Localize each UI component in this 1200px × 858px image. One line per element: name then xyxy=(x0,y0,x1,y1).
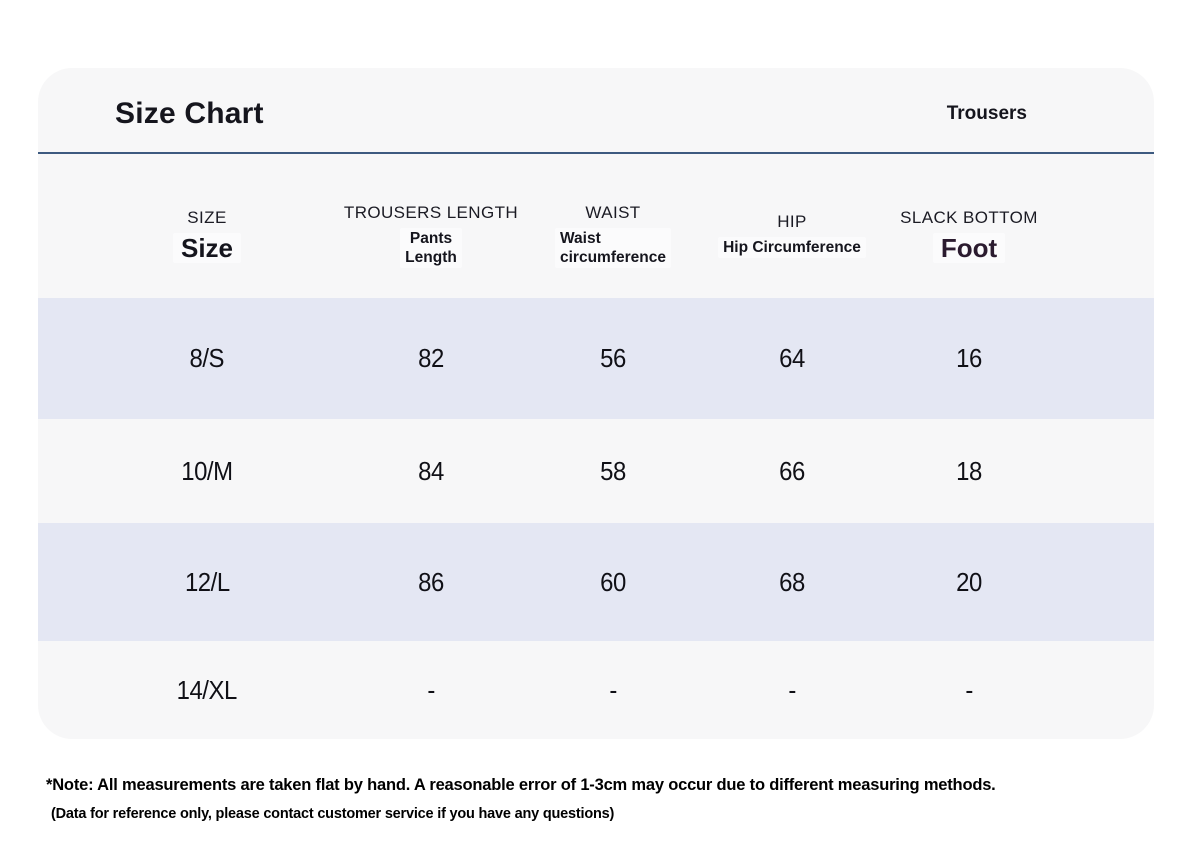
slack-bottom-value: - xyxy=(965,674,973,705)
hip-value: 66 xyxy=(779,455,805,486)
sublabel-line-1: Pants xyxy=(409,229,453,247)
trousers-length-value: 86 xyxy=(418,566,444,597)
slack-bottom-cell: 18 xyxy=(881,419,1154,523)
title-highlight-box xyxy=(283,103,355,133)
waist-value: 56 xyxy=(600,343,626,373)
waist-cell: - xyxy=(523,641,703,739)
column-header-waist: WAIST Waist circumference xyxy=(523,172,703,298)
column-label-trousers-length: TROUSERS LENGTH xyxy=(343,202,519,222)
product-type-label: Trousers xyxy=(946,103,1027,124)
trousers-length-value: - xyxy=(427,674,435,705)
size-cell: 8/S xyxy=(38,298,319,419)
header-divider xyxy=(38,152,1154,154)
hip-cell: - xyxy=(703,641,881,739)
page-title: Size Chart xyxy=(115,97,355,133)
table-row: 10/M 84 58 66 18 xyxy=(38,419,1154,523)
slack-bottom-cell: 20 xyxy=(881,523,1154,641)
hip-value: 68 xyxy=(779,566,805,597)
size-value: 10/M xyxy=(181,455,233,486)
size-cell: 10/M xyxy=(38,419,319,523)
size-cell: 14/XL xyxy=(38,641,319,739)
trousers-length-cell: 84 xyxy=(319,419,523,523)
table-row: 12/L 86 60 68 20 xyxy=(38,523,1154,641)
column-sublabel-size: Size xyxy=(172,232,242,263)
hip-cell: 68 xyxy=(703,523,881,641)
column-sublabel-slack-bottom: Foot xyxy=(932,232,1006,263)
column-label-slack-bottom: SLACK BOTTOM xyxy=(900,207,1038,227)
waist-cell: 56 xyxy=(523,298,703,419)
waist-cell: 60 xyxy=(523,523,703,641)
card-header: Size Chart Trousers xyxy=(38,68,1154,152)
size-chart-card: Size Chart Trousers SIZE Size TROUSERS L… xyxy=(38,68,1154,739)
slack-bottom-cell: 16 xyxy=(881,298,1154,419)
slack-bottom-cell: - xyxy=(881,641,1154,739)
hip-cell: 64 xyxy=(703,298,881,419)
slack-bottom-value: 16 xyxy=(956,343,982,373)
table-row: 14/XL - - - - xyxy=(38,641,1154,739)
page-title-text: Size Chart xyxy=(115,97,264,130)
column-header-trousers-length: TROUSERS LENGTH Pants Length xyxy=(319,172,523,298)
trousers-length-cell: 86 xyxy=(319,523,523,641)
slack-bottom-value: 18 xyxy=(956,455,982,486)
size-cell: 12/L xyxy=(38,523,319,641)
slack-bottom-value: 20 xyxy=(956,566,982,597)
trousers-length-cell: 82 xyxy=(319,298,523,419)
waist-value: - xyxy=(609,674,617,705)
column-label-size: SIZE xyxy=(187,207,227,227)
sublabel-line-2: circumference xyxy=(560,248,666,266)
column-header-hip: HIP Hip Circumference xyxy=(703,172,881,298)
column-sublabel-trousers-length: Pants Length xyxy=(400,227,462,268)
sublabel-line-1: Waist xyxy=(560,229,601,247)
column-header-size: SIZE Size xyxy=(38,172,319,298)
waist-value: 60 xyxy=(600,566,626,597)
hip-value: 64 xyxy=(779,343,805,373)
trousers-length-value: 82 xyxy=(418,343,444,373)
size-value: 12/L xyxy=(184,566,230,597)
note-line-1: *Note: All measurements are taken flat b… xyxy=(46,776,996,794)
column-label-hip: HIP xyxy=(777,212,807,231)
column-header-slack-bottom: SLACK BOTTOM Foot xyxy=(881,172,1154,298)
table-row: 8/S 82 56 64 16 xyxy=(38,298,1154,419)
column-header-row: SIZE Size TROUSERS LENGTH Pants Length W… xyxy=(38,154,1154,298)
size-value: 14/XL xyxy=(176,674,238,705)
waist-cell: 58 xyxy=(523,419,703,523)
hip-cell: 66 xyxy=(703,419,881,523)
column-sublabel-hip: Hip Circumference xyxy=(718,237,866,258)
hip-value: - xyxy=(788,674,796,705)
waist-value: 58 xyxy=(600,455,626,486)
column-sublabel-waist: Waist circumference xyxy=(555,227,671,268)
trousers-length-cell: - xyxy=(319,641,523,739)
sublabel-line-2: Length xyxy=(405,248,457,266)
footnotes: *Note: All measurements are taken flat b… xyxy=(46,776,1146,822)
size-value: 8/S xyxy=(189,343,225,373)
note-line-2: (Data for reference only, please contact… xyxy=(51,806,615,822)
trousers-length-value: 84 xyxy=(418,455,444,486)
column-label-waist: WAIST xyxy=(585,202,641,222)
